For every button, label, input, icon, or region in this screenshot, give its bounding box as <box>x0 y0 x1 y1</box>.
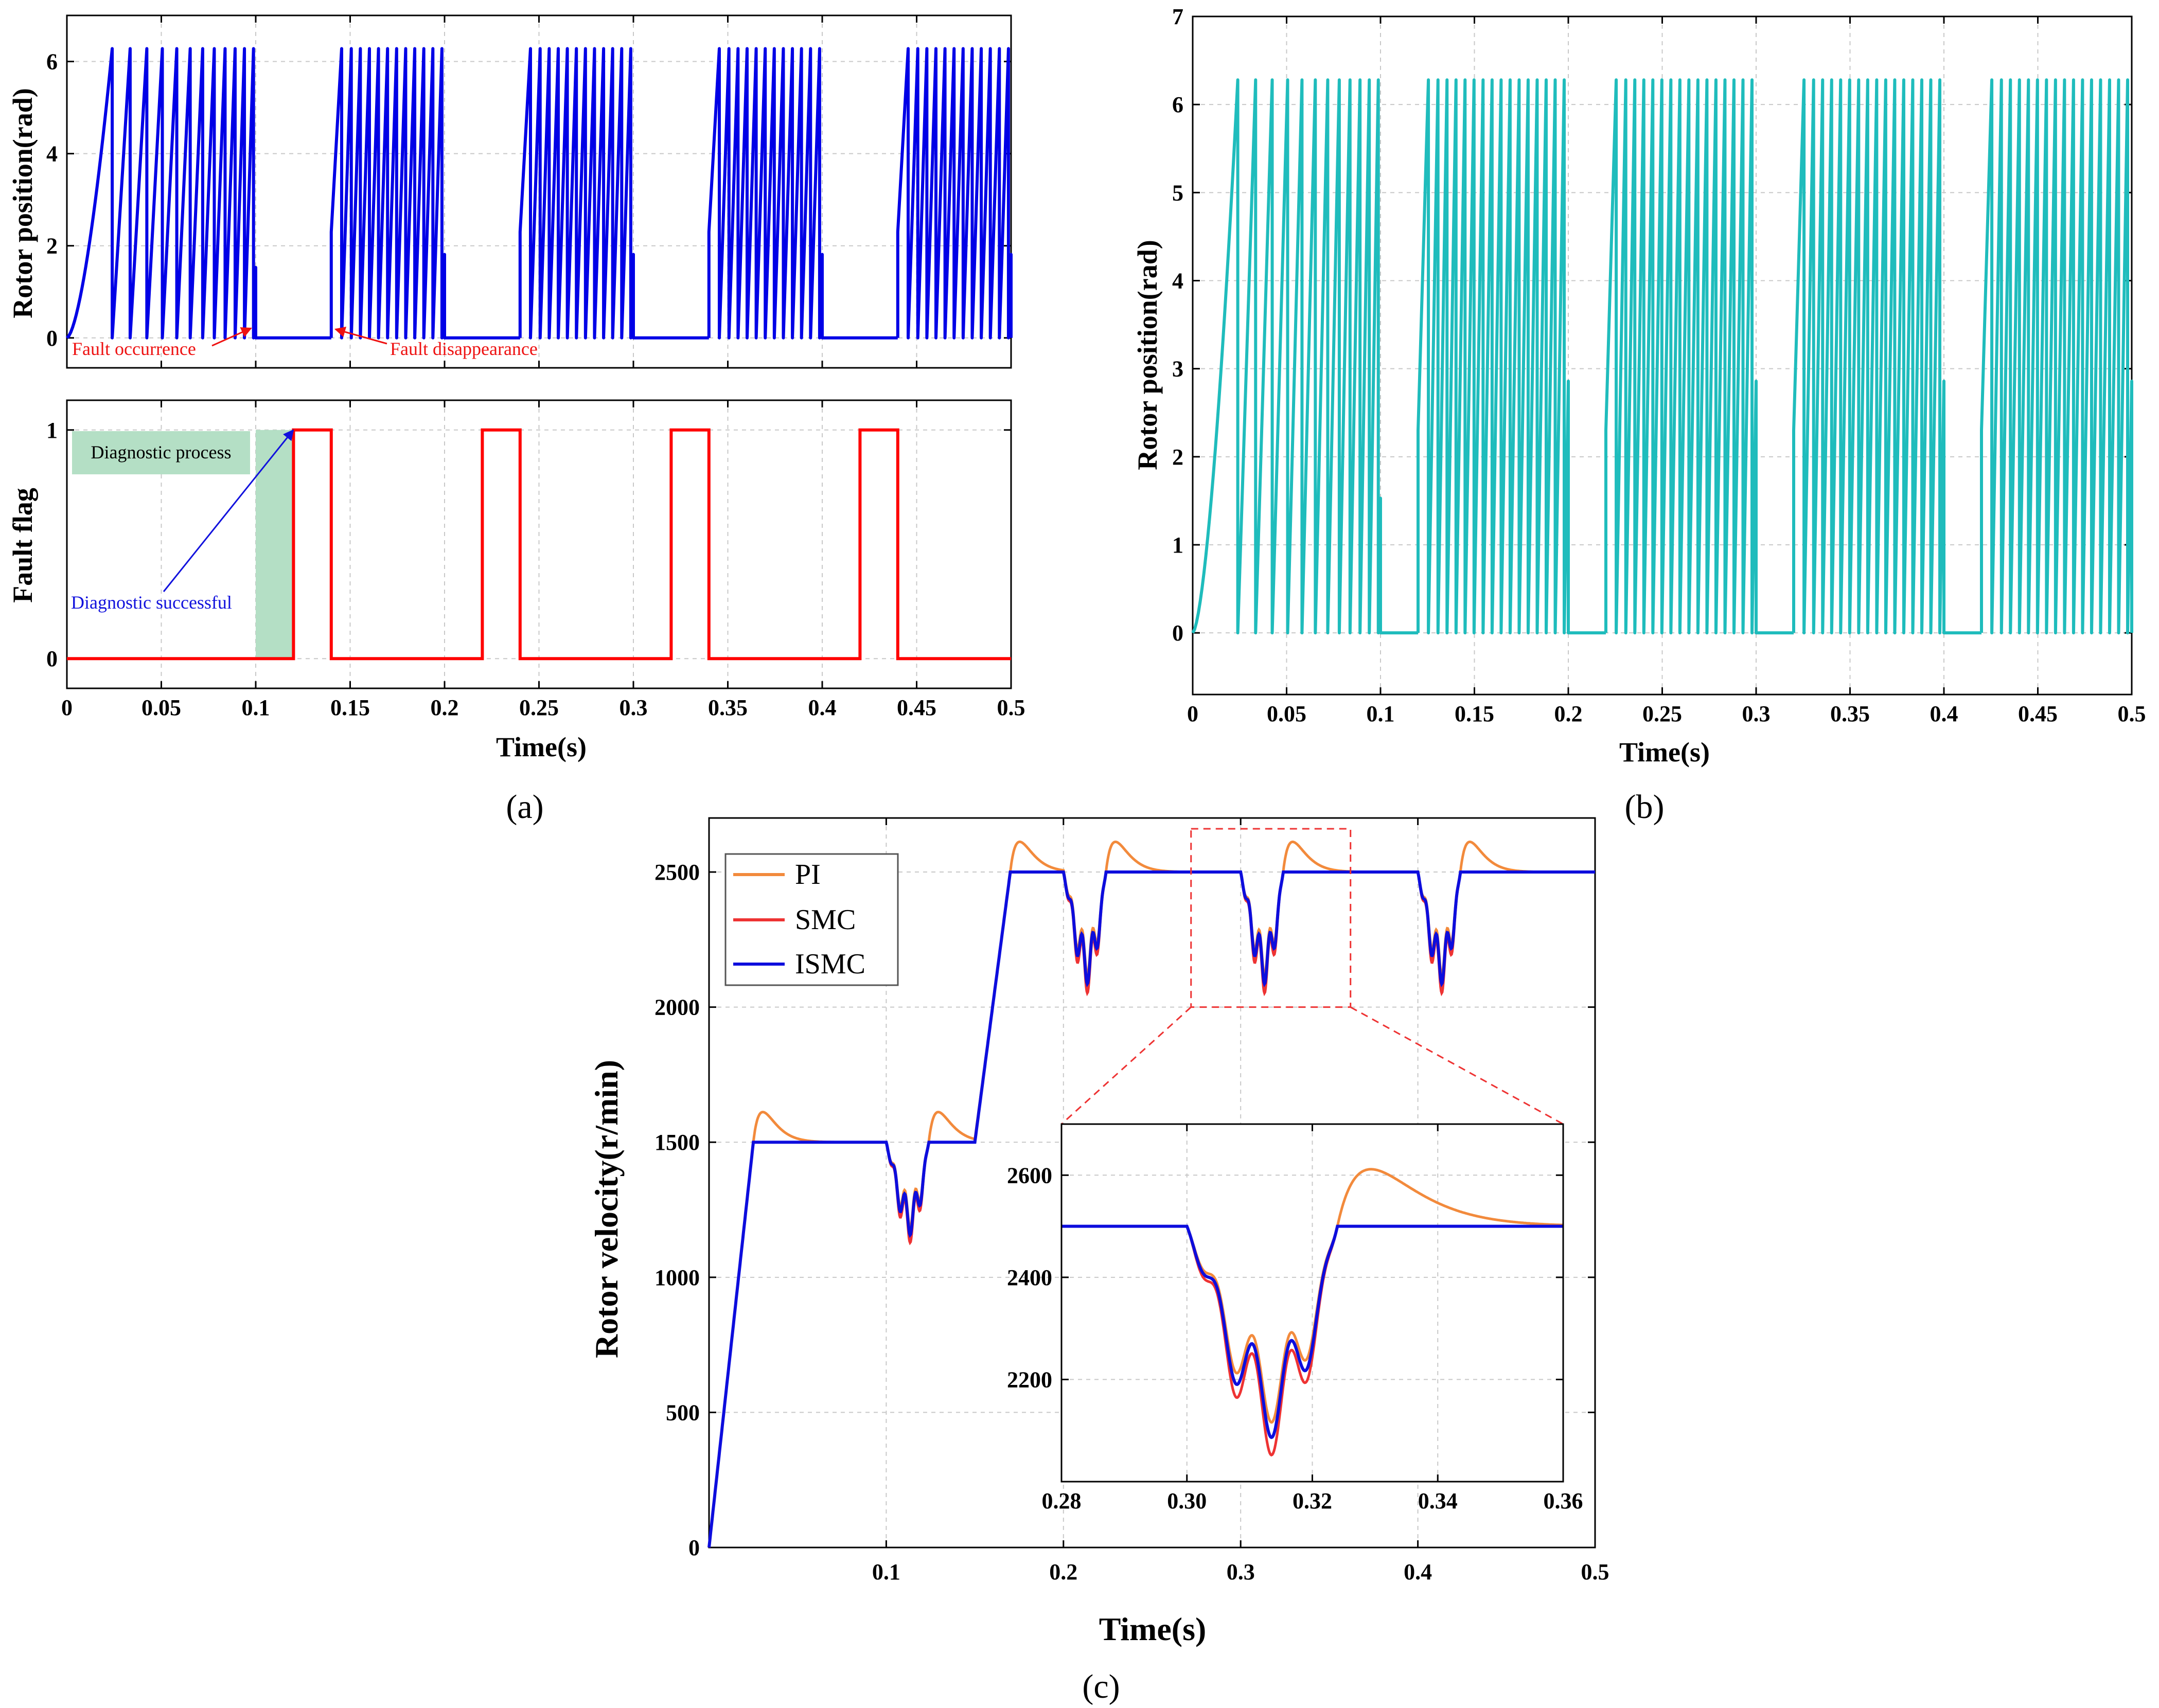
y-tick-label: 1 <box>46 418 58 443</box>
x-tick-label: 0.36 <box>1544 1488 1583 1514</box>
x-tick-label: 0.4 <box>1404 1559 1432 1585</box>
y-tick-label: 6 <box>1172 92 1183 117</box>
x-tick-label: 0.3 <box>620 695 648 720</box>
x-tick-label: 0.4 <box>808 695 837 720</box>
diagnostic-process-box <box>72 431 250 474</box>
fault-flag-line <box>67 428 1011 661</box>
y-tick-label: 2500 <box>654 860 700 885</box>
x-tick-label: 0.15 <box>330 695 370 720</box>
y-tick-label: 3 <box>1172 357 1183 382</box>
diagnostic-successful-label: Diagnostic successful <box>71 592 232 613</box>
axes-frame <box>708 817 1596 1549</box>
y-tick-label: 2400 <box>1007 1265 1052 1290</box>
legend-label-smc: SMC <box>795 904 856 936</box>
y-tick-label: 1500 <box>654 1130 700 1155</box>
panel-label-c: (c) <box>1082 1668 1120 1705</box>
x-tick-label: 0.5 <box>2118 701 2146 726</box>
x-tick-label: 0.1 <box>1367 701 1395 726</box>
y-tick-label: 1 <box>1172 532 1183 558</box>
y-tick-label: 2200 <box>1007 1367 1052 1392</box>
c-xlabel: Time(s) <box>1099 1611 1207 1647</box>
x-tick-label: 0.2 <box>1554 701 1583 726</box>
y-tick-label: 0 <box>46 326 58 351</box>
x-tick-label: 0.25 <box>519 695 559 720</box>
x-tick-label: 0.5 <box>997 695 1025 720</box>
x-tick-label: 0.32 <box>1293 1488 1332 1514</box>
fault-occurrence-arrow <box>211 327 252 347</box>
x-tick-label: 0 <box>1187 701 1198 726</box>
x-tick-label: 0.30 <box>1167 1488 1207 1514</box>
panel-b-chart: 0 0.05 0.1 0.15 0.2 0.25 0.3 0.35 0.4 0.45 0.5 0 1 2 3… <box>1172 4 2146 726</box>
x-tick-label: 0.05 <box>1267 701 1306 726</box>
diagnostic-shading <box>256 430 294 659</box>
y-tick-label: 2600 <box>1007 1163 1052 1188</box>
x-tick-label: 0.2 <box>1049 1559 1077 1585</box>
x-tick-label: 0.45 <box>897 695 936 720</box>
legend-label-isms: ISMC <box>795 948 865 980</box>
legend: PI SMC ISMC <box>724 853 899 986</box>
y-tick-label: 0 <box>688 1535 700 1560</box>
c-ylabel: Rotor velocity(r/min) <box>588 1060 625 1358</box>
panel-a-top-chart: 0 2 4 6 <box>46 14 1013 369</box>
y-tick-label: 4 <box>46 141 58 167</box>
x-tick-label: 0.45 <box>2018 701 2058 726</box>
fault-occurrence-label: Fault occurrence <box>72 339 196 359</box>
zoom-box <box>1190 828 1352 1008</box>
y-tick-label: 1000 <box>654 1265 700 1290</box>
velocity-line-ismc <box>707 870 1595 1548</box>
rotor-position-line <box>65 47 1013 340</box>
x-tick-label: 0.25 <box>1642 701 1682 726</box>
a-bottom-xlabel: Time(s) <box>496 732 587 762</box>
x-tick-label: 0.3 <box>1227 1559 1255 1585</box>
x-tick-label: 0 <box>61 695 73 720</box>
y-tick-label: 0 <box>1172 620 1183 646</box>
x-tick-label: 0.35 <box>708 695 748 720</box>
y-tick-label: 4 <box>1172 269 1183 294</box>
x-tick-label: 0.5 <box>1581 1559 1609 1585</box>
y-tick-label: 5 <box>1172 180 1183 205</box>
rotor-position-line-b <box>1191 78 2133 635</box>
a-top-ylabel: Rotor position(rad) <box>7 88 38 318</box>
inset-velocity-line-ismc <box>1061 1224 1563 1439</box>
b-ylabel: Rotor position(rad) <box>1132 240 1163 470</box>
y-tick-label: 2000 <box>654 995 700 1020</box>
y-tick-label: 2 <box>1172 444 1183 470</box>
panel-label-b: (b) <box>1625 788 1665 826</box>
inset-background <box>1061 1124 1563 1482</box>
x-tick-label: 0.3 <box>1742 701 1771 726</box>
diagnostic-successful-arrow <box>163 429 294 592</box>
y-tick-label: 6 <box>46 49 58 75</box>
x-tick-label: 0.2 <box>431 695 459 720</box>
zoom-connector-right <box>1350 1006 1564 1125</box>
x-tick-label: 0.15 <box>1455 701 1494 726</box>
fault-disappearance-label: Fault disappearance <box>390 339 538 359</box>
panel-c-chart: 0.1 0.2 0.3 0.4 0.5 0 500 1000 1500 2000 2500 0.28 0… <box>654 817 1609 1585</box>
fault-disappearance-arrow <box>334 326 387 345</box>
x-tick-label: 0.4 <box>1930 701 1958 726</box>
x-tick-label: 0.1 <box>242 695 270 720</box>
panel-label-a: (a) <box>506 788 543 826</box>
x-tick-label: 0.28 <box>1042 1488 1082 1514</box>
legend-label-pi: PI <box>795 859 821 891</box>
x-tick-label: 0.1 <box>872 1559 900 1585</box>
a-bottom-ylabel: Fault flag <box>7 488 38 603</box>
y-tick-label: 0 <box>46 646 58 671</box>
b-xlabel: Time(s) <box>1619 737 1710 768</box>
inset-frame <box>1060 1123 1564 1483</box>
y-tick-label: 500 <box>666 1400 700 1425</box>
y-tick-label: 7 <box>1172 4 1183 29</box>
x-tick-label: 0.05 <box>141 695 181 720</box>
y-tick-label: 2 <box>46 234 58 259</box>
x-tick-label: 0.34 <box>1418 1488 1458 1514</box>
x-tick-label: 0.35 <box>1830 701 1870 726</box>
zoom-connector-left <box>1060 1006 1192 1125</box>
diagnostic-process-label: Diagnostic process <box>91 442 232 462</box>
